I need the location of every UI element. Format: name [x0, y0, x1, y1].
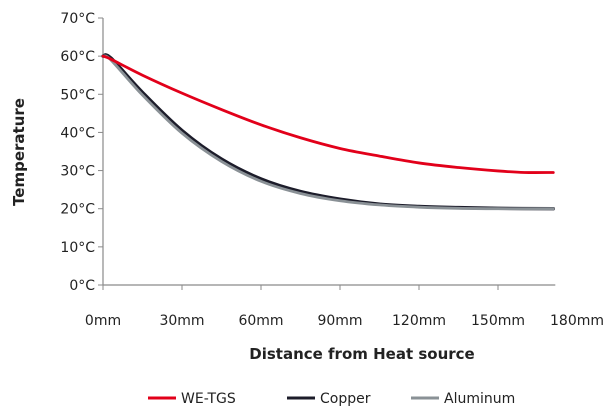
- x-axis-title: Distance from Heat source: [249, 345, 474, 363]
- x-axis-ticks: 0mm 30mm 60mm 90mm 120mm 150mm 180mm: [85, 285, 604, 329]
- y-tick-label: 0°C: [69, 278, 95, 294]
- y-tick-label: 50°C: [60, 87, 95, 103]
- legend-label: WE-TGS: [181, 391, 236, 407]
- x-tick-label: 90mm: [317, 313, 362, 329]
- series-layer: [101, 53, 555, 211]
- y-tick-label: 20°C: [60, 202, 95, 218]
- series-line-aluminum: [101, 54, 555, 211]
- x-tick-label: 60mm: [238, 313, 283, 329]
- series-line-copper: [101, 53, 555, 211]
- y-tick-label: 10°C: [60, 240, 95, 256]
- x-tick-label: 0mm: [85, 313, 121, 329]
- series-line-we-tgs: [101, 54, 555, 174]
- y-axis-ticks: 0°C 10°C 20°C 30°C 40°C 50°C 60°C 70°C: [60, 11, 103, 294]
- legend-label: Aluminum: [444, 391, 515, 407]
- x-tick-label: 120mm: [392, 313, 446, 329]
- y-tick-label: 30°C: [60, 164, 95, 180]
- legend-label: Copper: [320, 391, 371, 407]
- y-tick-label: 70°C: [60, 11, 95, 27]
- x-tick-label: 180mm: [550, 313, 604, 329]
- y-tick-label: 40°C: [60, 125, 95, 141]
- x-tick-label: 30mm: [159, 313, 204, 329]
- x-tick-label: 150mm: [471, 313, 525, 329]
- y-axis-title: Temperature: [10, 98, 28, 206]
- legend: WE-TGS Copper Aluminum: [148, 391, 515, 407]
- y-tick-label: 60°C: [60, 49, 95, 65]
